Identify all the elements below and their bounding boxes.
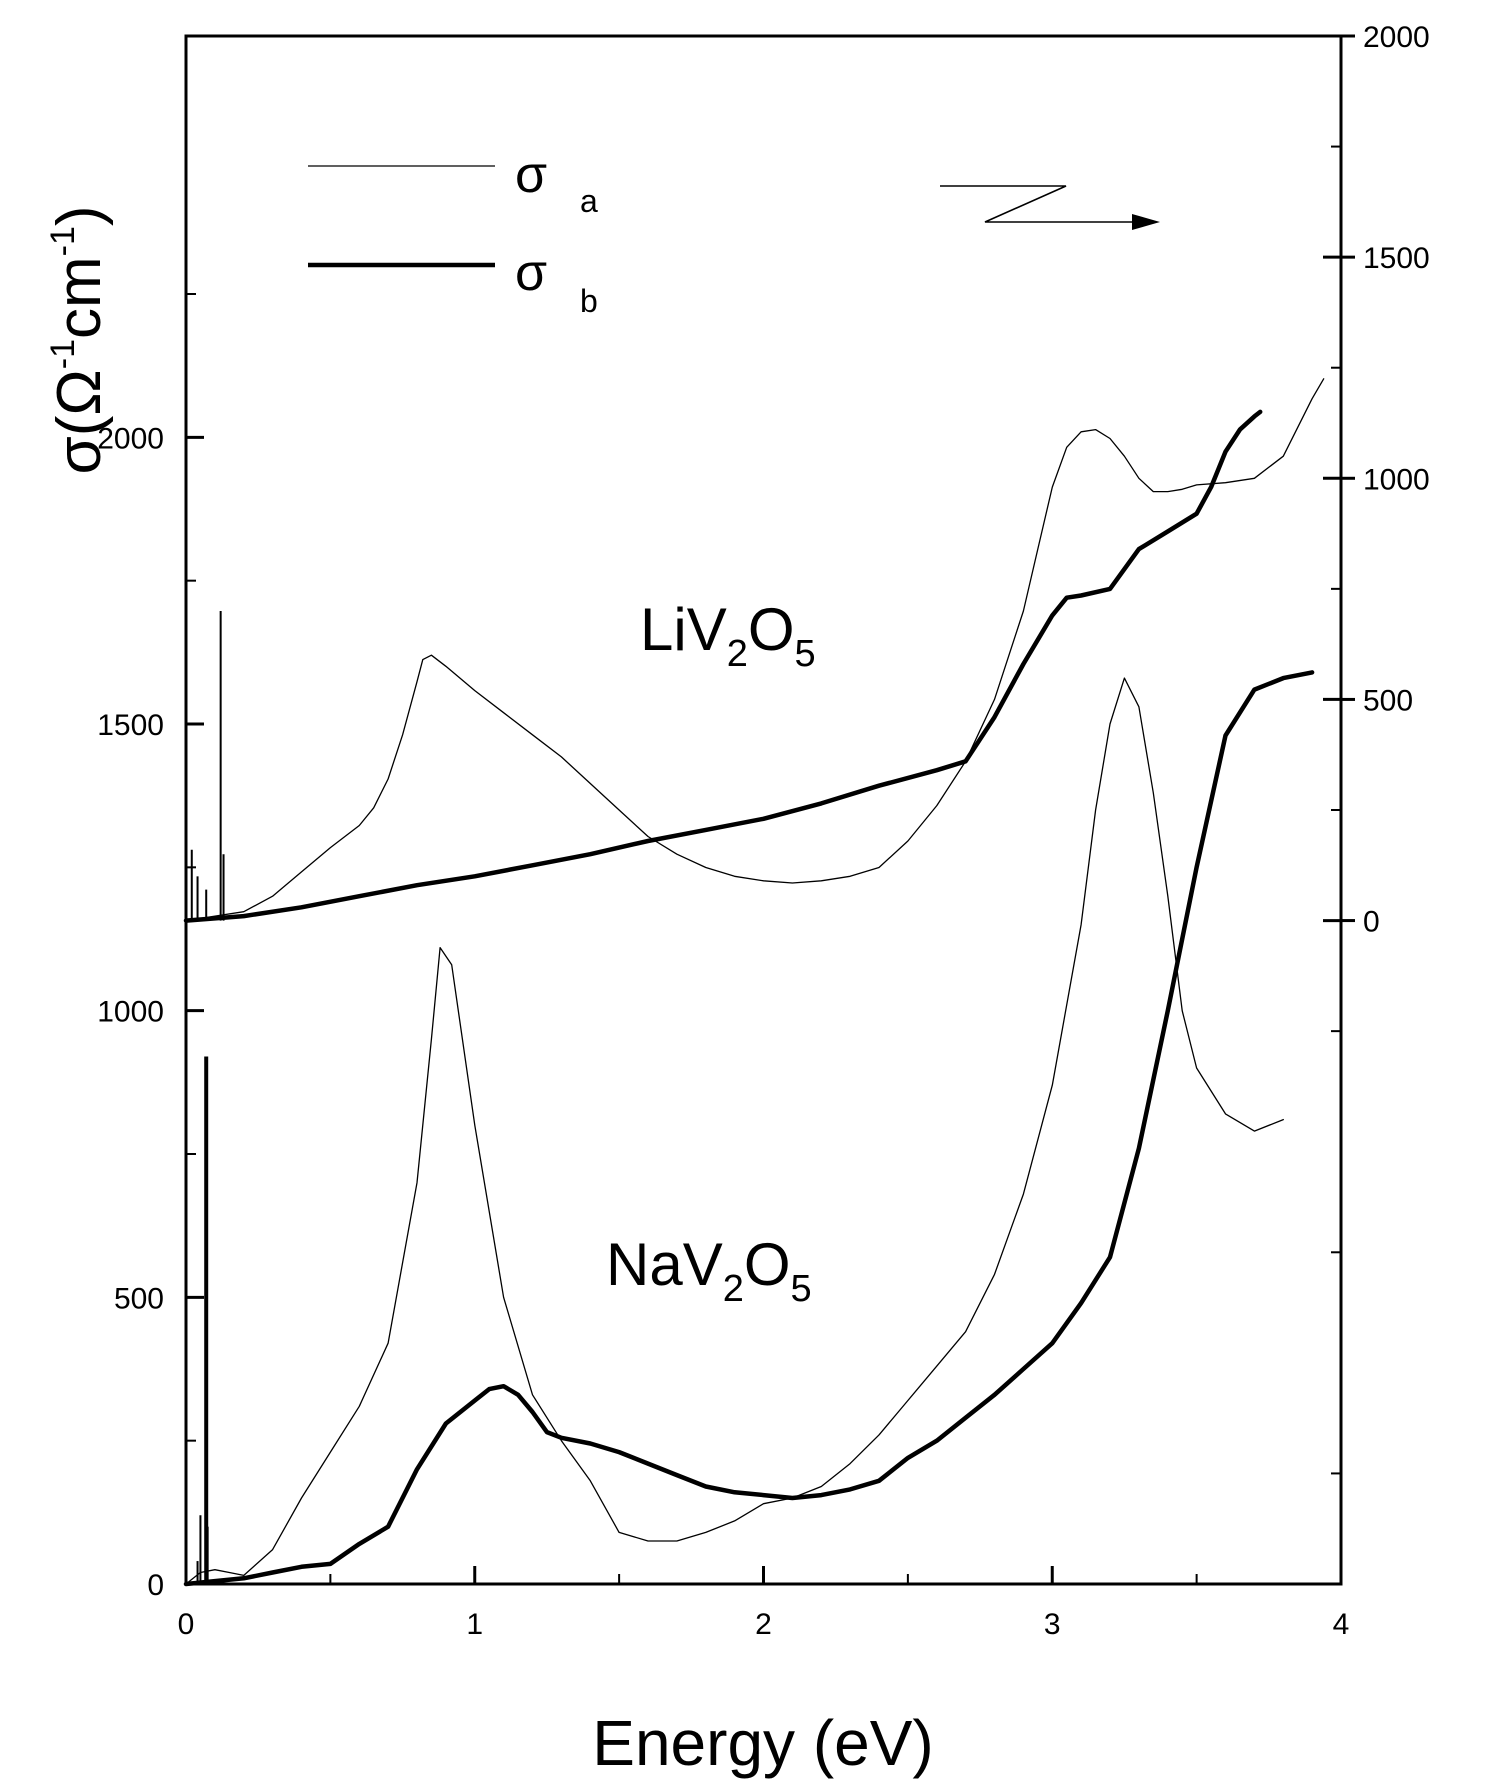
left-tick-label: 500 (114, 1282, 164, 1315)
x-tick-label: 1 (466, 1608, 483, 1641)
series-layer (183, 378, 1325, 1587)
series-line-liv2o5-sigma-a (185, 378, 1325, 922)
legend-symbol-sigma-b: σ (515, 244, 547, 302)
legend-subscript-b: b (580, 283, 598, 319)
legend: σ a σ b (308, 146, 598, 319)
right-axis-indicator-arrow (940, 185, 1160, 230)
x-tick-label: 4 (1333, 1608, 1350, 1641)
annotation-liv2o5: LiV2O5 (640, 596, 816, 675)
annotation-nav2o5: NaV2O5 (606, 1231, 812, 1310)
x-tick-label: 2 (755, 1608, 772, 1641)
right-tick-label: 2000 (1363, 21, 1430, 54)
right-tick-label: 0 (1363, 906, 1380, 939)
left-tick-label: 0 (147, 1569, 164, 1602)
x-tick-label: 0 (178, 1608, 195, 1641)
right-tick-label: 1000 (1363, 463, 1430, 496)
right-tick-label: 1500 (1363, 242, 1430, 275)
right-tick-label: 500 (1363, 684, 1413, 717)
series-line-liv2o5-sigma-b (183, 409, 1263, 923)
left-tick-label: 1000 (97, 996, 164, 1029)
left-tick-label: 1500 (97, 709, 164, 742)
series-line-nav2o5-sigma-b (183, 670, 1315, 1587)
legend-symbol-sigma-a: σ (515, 146, 547, 204)
left-tick-label: 2000 (97, 422, 164, 455)
arrow-head (1132, 214, 1160, 230)
axis-break-line (940, 185, 1140, 223)
series-line-nav2o5-sigma-a (185, 677, 1284, 1585)
legend-subscript-a: a (580, 183, 598, 219)
x-axis-title: Energy (eV) (592, 1707, 933, 1779)
x-tick-label: 3 (1044, 1608, 1061, 1641)
tick-labels: 0 1 2 3 4 0 500 1000 1500 2000 0 500 1000 1500 2000 (97, 21, 1430, 1641)
y-axis-title: σ(Ω-1cm-1) (44, 205, 114, 474)
